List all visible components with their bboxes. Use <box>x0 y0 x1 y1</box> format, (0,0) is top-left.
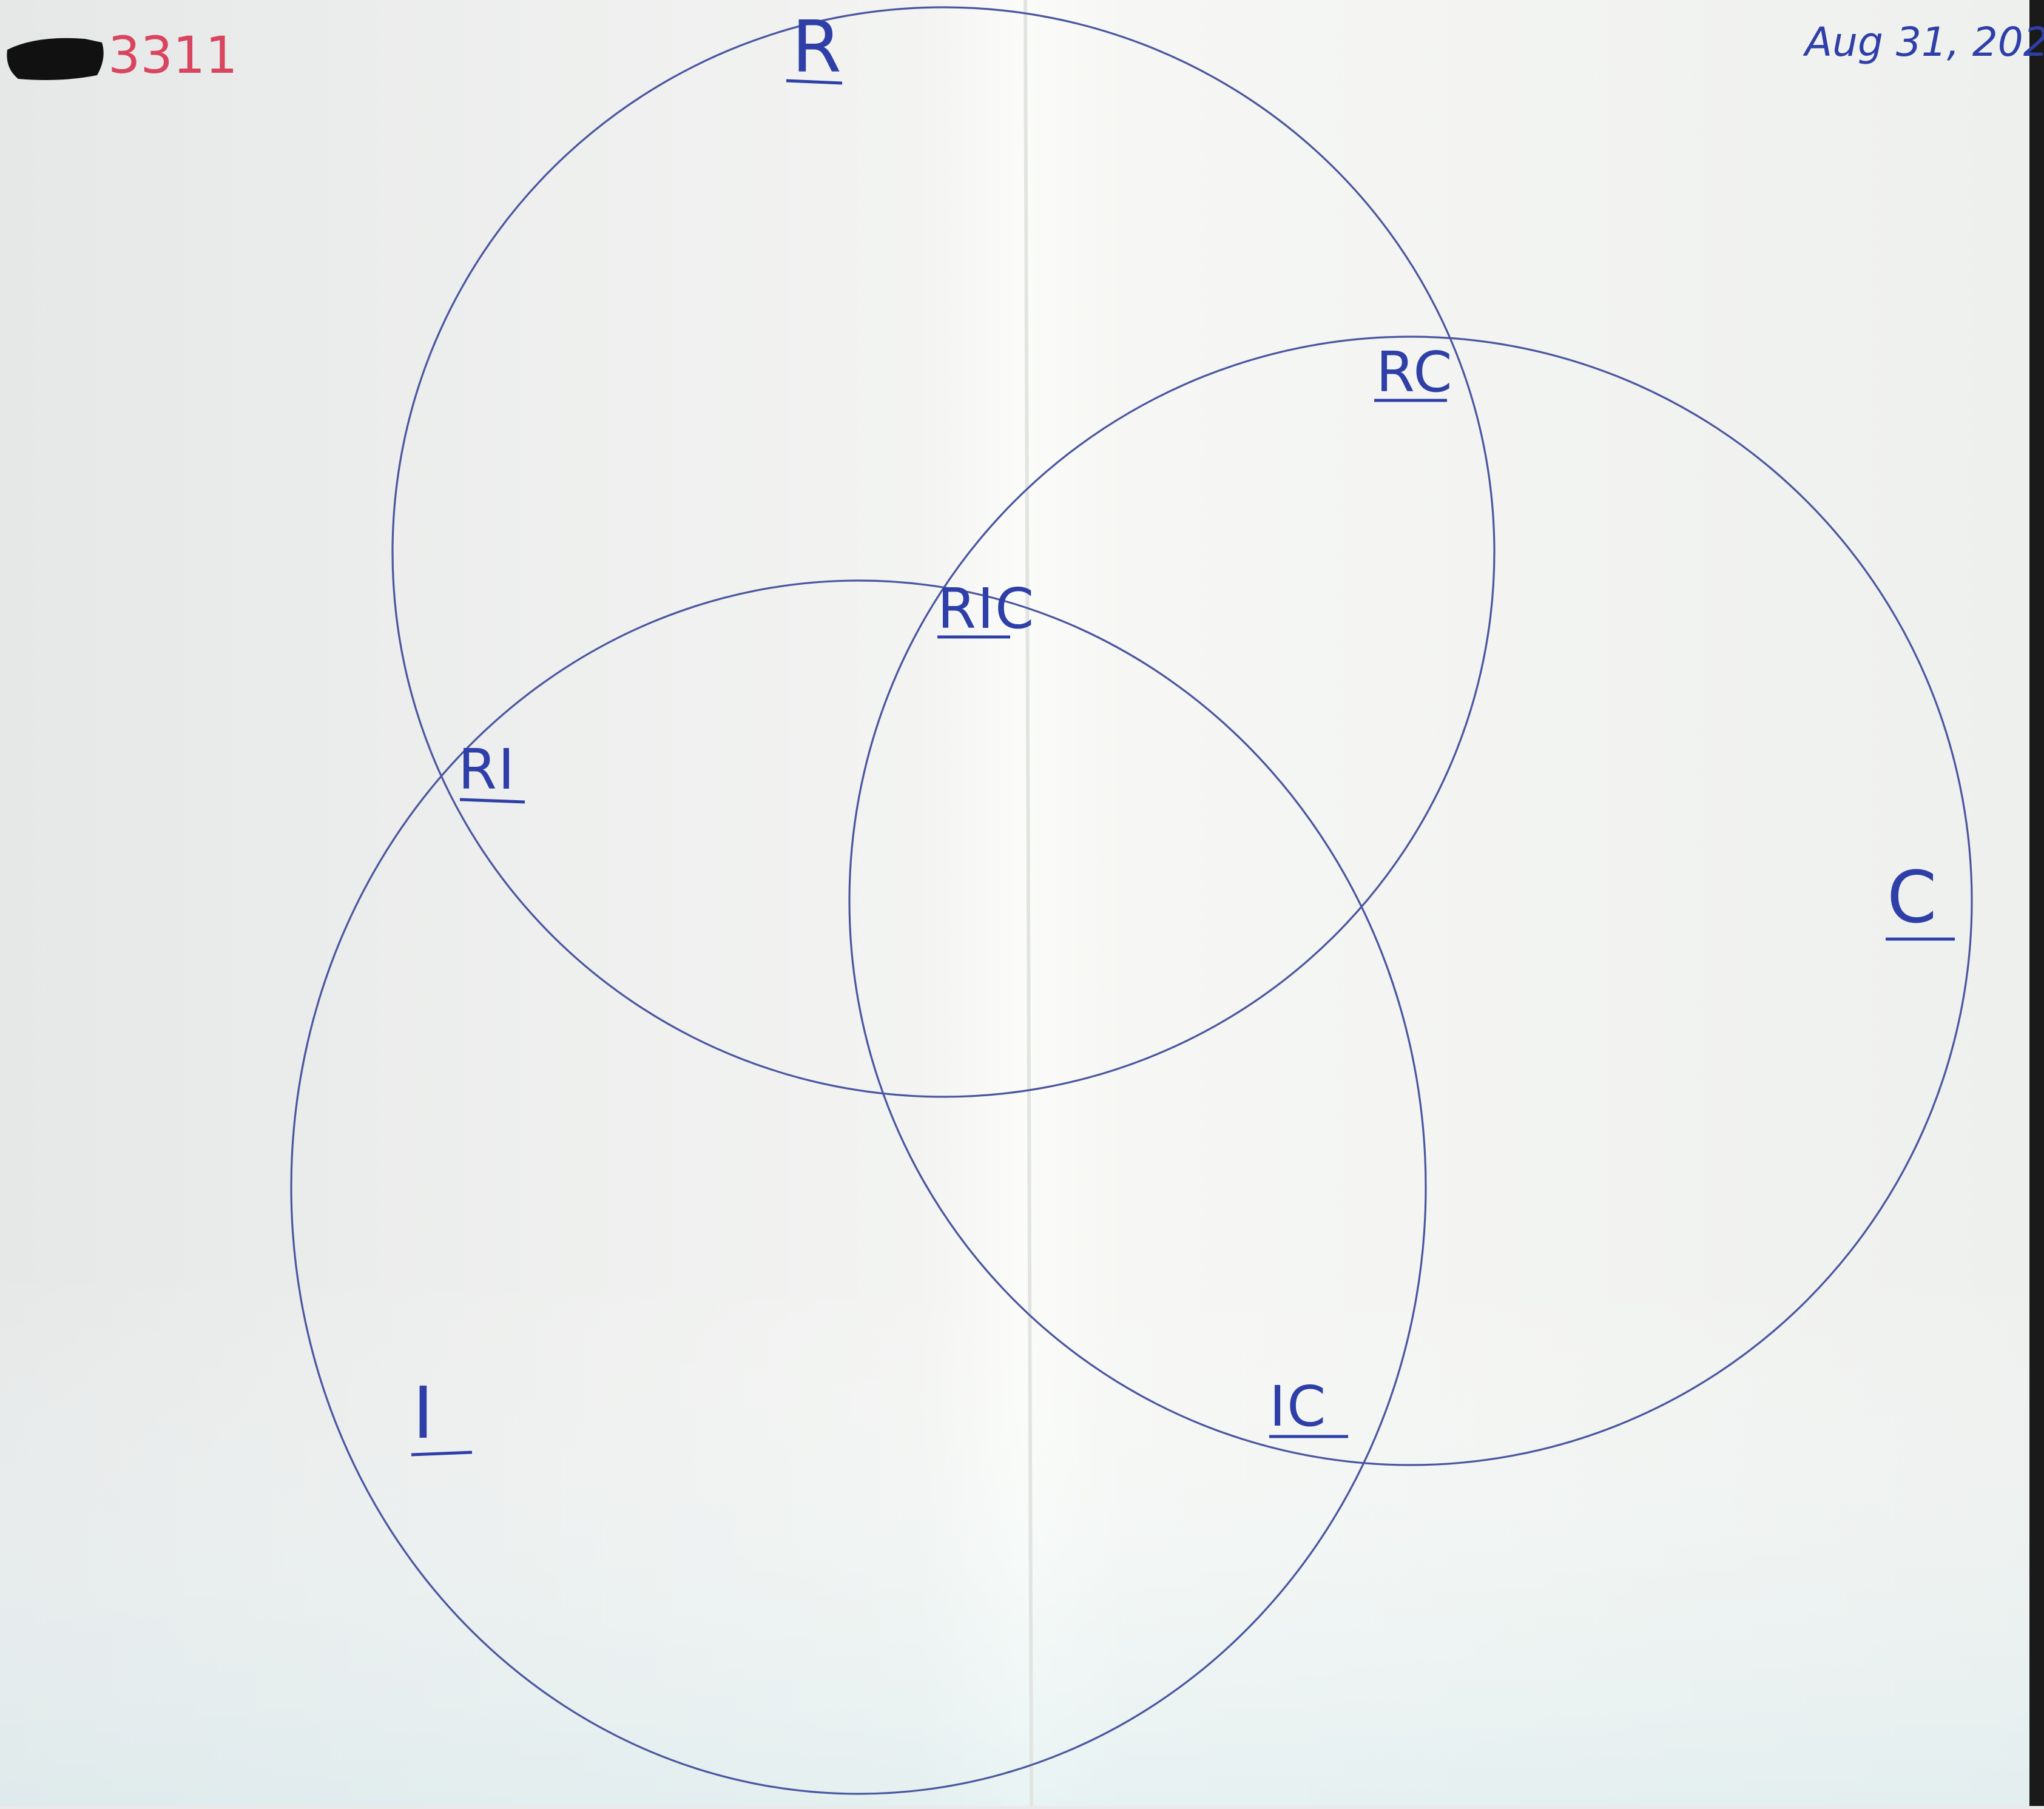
label-r-underline <box>786 79 843 85</box>
circle-i <box>290 579 1427 1795</box>
page-number: 3311 <box>108 25 238 85</box>
paper-fold-crease <box>1024 0 1033 1807</box>
circle-r <box>391 6 1496 1098</box>
label-i-underline <box>411 1450 473 1457</box>
label-rc: RC <box>1376 340 1454 405</box>
paper-edge-shadow <box>2029 0 2044 1806</box>
circle-c <box>848 335 1973 1466</box>
date-label: Aug 31, 2022 <box>1803 19 2044 66</box>
label-ic: IC <box>1269 1374 1327 1439</box>
redaction-mark <box>7 38 104 80</box>
label-i: I <box>413 1371 434 1455</box>
label-r: R <box>792 5 842 89</box>
label-ric: RIC <box>937 576 1035 641</box>
label-ri-underline <box>459 798 525 804</box>
label-c: C <box>1887 855 1937 939</box>
label-ri: RI <box>458 737 516 802</box>
